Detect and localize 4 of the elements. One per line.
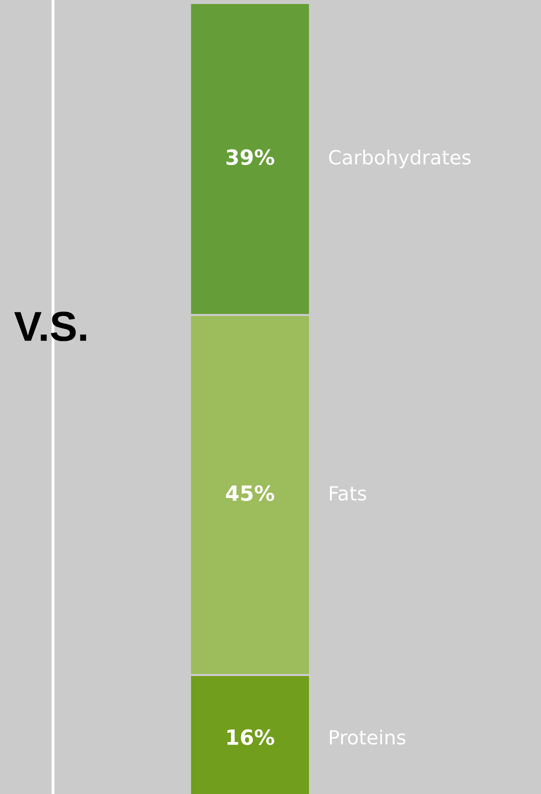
data-label: 16% xyxy=(227,729,274,746)
data-label: 45% xyxy=(226,485,274,502)
text: V.S. xyxy=(14,312,86,342)
data-label: 39% xyxy=(226,149,274,166)
